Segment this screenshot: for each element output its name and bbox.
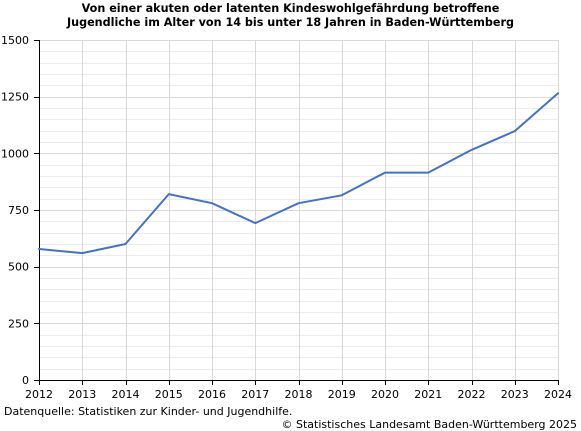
x-tick-label: 2020 [371,388,399,401]
copyright-note: © Statistisches Landesamt Baden-Württemb… [281,418,577,431]
y-tick-label: 750 [8,204,29,217]
x-tick-label: 2012 [25,388,53,401]
chart-title-line-1: Von einer akuten oder latenten Kindeswoh… [81,2,500,15]
x-tick-label: 2021 [414,388,442,401]
y-tick-label: 1000 [1,147,29,160]
y-tick-label: 250 [8,317,29,330]
y-tick-label: 1250 [1,91,29,104]
y-tick-label: 500 [8,261,29,274]
series-line-0 [38,92,559,255]
y-tick-label: 1500 [1,34,29,47]
x-tick-label: 2024 [544,388,572,401]
x-tick-label: 2015 [155,388,183,401]
x-tick-label: 2018 [285,388,313,401]
source-note: Datenquelle: Statistiken zur Kinder- und… [4,405,293,418]
y-tick-label: 0 [22,374,29,387]
x-tick-label: 2022 [458,388,486,401]
x-tick-label: 2016 [198,388,226,401]
chart-title: Von einer akuten oder latenten Kindeswoh… [0,2,581,30]
x-tick-label: 2017 [241,388,269,401]
x-tick-label: 2019 [328,388,356,401]
chart-title-line-2: Jugendliche im Alter von 14 bis unter 18… [66,16,515,29]
x-tick-label: 2023 [501,388,529,401]
x-tick-label: 2014 [112,388,140,401]
x-tick-label: 2013 [68,388,96,401]
